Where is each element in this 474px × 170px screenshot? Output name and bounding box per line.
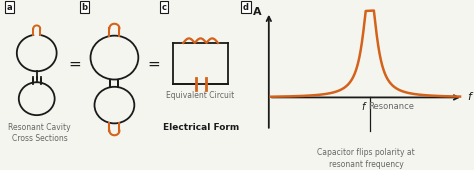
Text: =: = — [68, 56, 81, 71]
Text: a: a — [7, 3, 13, 12]
Text: Capacitor flips polarity at
resonant frequency: Capacitor flips polarity at resonant fre… — [317, 148, 415, 169]
Text: =: = — [147, 56, 160, 71]
Text: b: b — [82, 3, 88, 12]
Text: f: f — [362, 102, 365, 112]
Text: Electrical Form: Electrical Form — [163, 123, 239, 132]
Text: Resonance: Resonance — [368, 102, 414, 111]
Text: Equivalent Circuit: Equivalent Circuit — [166, 91, 235, 100]
Text: A: A — [253, 7, 262, 17]
Text: Resonant Cavity
Cross Sections: Resonant Cavity Cross Sections — [9, 123, 71, 143]
Text: d: d — [243, 3, 249, 12]
Text: c: c — [162, 3, 167, 12]
Text: f: f — [467, 92, 471, 102]
